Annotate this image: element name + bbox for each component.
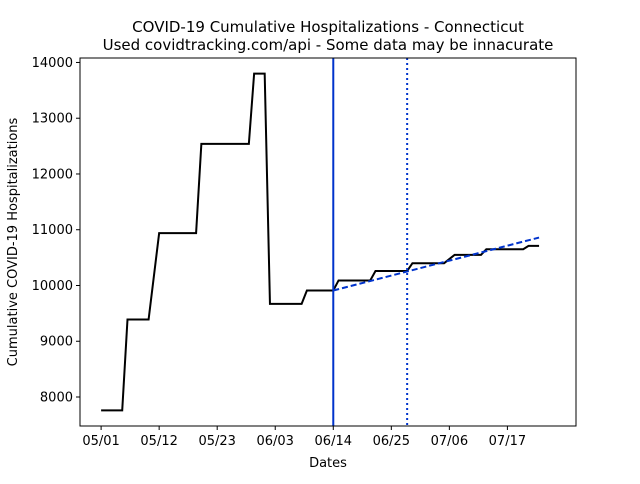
x-tick-label: 07/17 — [489, 434, 526, 449]
y-tick-label: 11000 — [32, 223, 73, 238]
y-tick-label: 13000 — [32, 112, 73, 127]
chart-title: COVID-19 Cumulative Hospitalizations - C… — [132, 18, 524, 36]
x-tick-label: 06/03 — [256, 434, 293, 449]
y-axis: 8000 9000 10000 11000 12000 13000 14000 — [32, 56, 80, 406]
plot-area — [101, 58, 540, 426]
x-axis-label: Dates — [309, 456, 347, 471]
x-tick-label: 05/23 — [198, 434, 235, 449]
y-tick-label: 9000 — [40, 335, 73, 350]
chart-subtitle: Used covidtracking.com/api - Some data m… — [103, 36, 554, 54]
axes-frame — [79, 57, 577, 427]
x-tick-label: 05/01 — [82, 434, 119, 449]
y-axis-label: Cumulative COVID-19 Hospitalizations — [6, 117, 21, 366]
y-tick-label: 10000 — [32, 279, 73, 294]
x-tick-label: 06/25 — [373, 434, 410, 449]
x-tick-label: 07/06 — [431, 434, 468, 449]
series-line-1 — [101, 72, 540, 412]
y-tick-label: 8000 — [40, 391, 73, 406]
x-tick-label: 05/12 — [140, 434, 177, 449]
x-tick-label: 06/14 — [315, 434, 352, 449]
y-tick-label: 12000 — [32, 167, 73, 182]
x-axis: 05/01 05/12 05/23 06/03 06/14 06/25 07/06 07/17 — [82, 426, 526, 449]
y-tick-label: 14000 — [32, 56, 73, 71]
